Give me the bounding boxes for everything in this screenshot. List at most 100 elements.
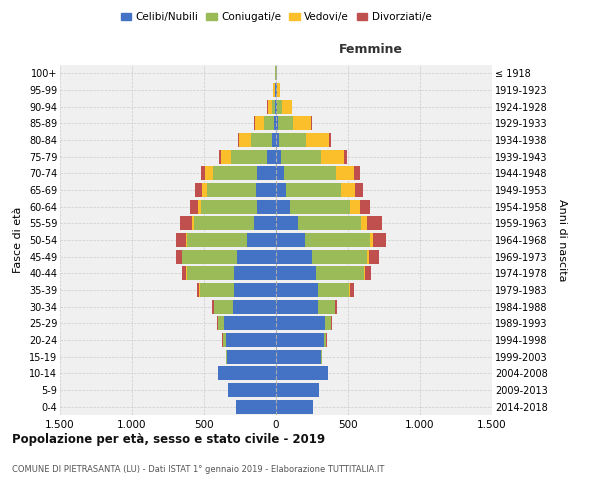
Bar <box>182 250 237 264</box>
Bar <box>247 233 276 247</box>
Bar <box>221 150 232 164</box>
Bar <box>373 233 386 247</box>
Bar <box>355 166 359 180</box>
Bar <box>186 233 187 247</box>
Bar <box>320 350 322 364</box>
Bar <box>286 183 341 197</box>
Bar <box>227 350 276 364</box>
Bar <box>254 216 276 230</box>
Bar <box>276 183 286 197</box>
Bar <box>226 333 276 347</box>
Text: Popolazione per età, sesso e stato civile - 2019: Popolazione per età, sesso e stato civil… <box>12 432 325 446</box>
Text: COMUNE DI PIETRASANTA (LU) - Dati ISTAT 1° gennaio 2019 - Elaborazione TUTTITALI: COMUNE DI PIETRASANTA (LU) - Dati ISTAT … <box>12 466 385 474</box>
Bar <box>232 150 268 164</box>
Bar <box>323 333 326 347</box>
Bar <box>264 116 274 130</box>
Bar <box>344 150 347 164</box>
Bar <box>233 300 276 314</box>
Bar <box>279 133 306 147</box>
Bar <box>276 116 278 130</box>
Bar <box>276 200 290 214</box>
Bar <box>257 200 276 214</box>
Bar <box>218 366 276 380</box>
Bar <box>196 183 202 197</box>
Bar <box>224 316 276 330</box>
Text: Femmine: Femmine <box>339 44 403 56</box>
Bar <box>275 83 276 97</box>
Bar <box>329 133 331 147</box>
Bar <box>201 166 205 180</box>
Bar <box>276 300 318 314</box>
Bar <box>293 116 311 130</box>
Bar <box>276 366 328 380</box>
Bar <box>234 266 276 280</box>
Bar <box>298 216 361 230</box>
Bar <box>238 133 239 147</box>
Bar <box>207 183 256 197</box>
Bar <box>275 100 276 114</box>
Bar <box>312 250 367 264</box>
Bar <box>311 116 312 130</box>
Bar <box>281 150 322 164</box>
Bar <box>276 350 320 364</box>
Bar <box>336 166 355 180</box>
Bar <box>325 316 331 330</box>
Bar <box>369 250 379 264</box>
Bar <box>190 200 198 214</box>
Bar <box>272 133 276 147</box>
Bar <box>277 100 282 114</box>
Bar <box>201 200 257 214</box>
Bar <box>276 266 316 280</box>
Bar <box>251 133 272 147</box>
Bar <box>182 266 187 280</box>
Y-axis label: Anni di nascita: Anni di nascita <box>557 198 567 281</box>
Bar <box>276 216 298 230</box>
Bar <box>268 100 272 114</box>
Bar <box>349 283 350 297</box>
Bar <box>276 133 279 147</box>
Bar <box>322 150 344 164</box>
Bar <box>187 266 234 280</box>
Bar <box>355 183 363 197</box>
Bar <box>276 83 277 97</box>
Bar <box>205 166 212 180</box>
Bar <box>197 283 199 297</box>
Bar <box>202 183 207 197</box>
Bar <box>276 150 281 164</box>
Bar <box>194 216 254 230</box>
Bar <box>268 150 276 164</box>
Bar <box>276 100 277 114</box>
Bar <box>212 300 214 314</box>
Bar <box>278 116 293 130</box>
Bar <box>276 250 312 264</box>
Bar <box>200 283 234 297</box>
Bar <box>318 283 349 297</box>
Bar <box>272 100 275 114</box>
Bar <box>370 233 373 247</box>
Bar <box>276 233 305 247</box>
Bar <box>219 150 221 164</box>
Bar <box>341 183 355 197</box>
Bar <box>239 133 251 147</box>
Bar <box>217 316 218 330</box>
Bar <box>350 200 360 214</box>
Bar <box>218 316 224 330</box>
Bar <box>365 266 371 280</box>
Bar <box>276 283 318 297</box>
Bar <box>257 166 276 180</box>
Bar <box>282 100 292 114</box>
Bar <box>277 83 280 97</box>
Bar <box>214 300 233 314</box>
Bar <box>212 166 257 180</box>
Bar <box>360 200 370 214</box>
Bar <box>198 200 201 214</box>
Bar <box>290 200 350 214</box>
Bar <box>276 333 323 347</box>
Bar <box>276 316 325 330</box>
Bar <box>256 183 276 197</box>
Bar <box>273 83 275 97</box>
Bar <box>237 250 276 264</box>
Bar <box>361 216 367 230</box>
Bar <box>316 266 364 280</box>
Bar <box>367 250 369 264</box>
